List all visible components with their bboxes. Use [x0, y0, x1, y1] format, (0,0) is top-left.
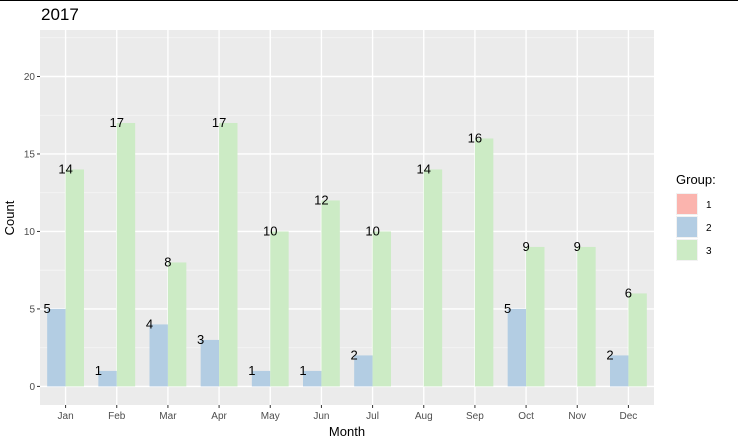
data-label: 1: [299, 363, 306, 378]
data-label: 9: [574, 239, 581, 254]
bar-group-2-dec: [609, 355, 629, 387]
chart-title: 2017: [41, 5, 79, 24]
y-tick-label: 10: [24, 227, 36, 238]
bar-group-2-apr: [200, 339, 220, 387]
bar-group-3-may: [270, 231, 289, 387]
data-label: 12: [314, 192, 328, 207]
data-label: 2: [351, 347, 358, 362]
bar-group-3-nov: [577, 246, 596, 387]
bar-group-3-dec: [628, 293, 647, 387]
x-tick-label: Dec: [620, 411, 638, 422]
top-border-line: [0, 0, 738, 1]
data-label: 1: [95, 363, 102, 378]
data-label: 17: [212, 115, 226, 130]
legend-label-3: 3: [706, 246, 712, 257]
legend-swatch-3: [677, 240, 697, 260]
x-tick-label: Mar: [159, 411, 177, 422]
x-axis-label: Month: [329, 424, 365, 439]
data-label: 10: [263, 223, 277, 238]
legend-label-2: 2: [706, 223, 712, 234]
y-axis-ticks: 0 5 10 15 20: [24, 72, 40, 393]
y-tick-label: 0: [29, 382, 35, 393]
data-label: 5: [44, 301, 51, 316]
data-label: 17: [110, 115, 124, 130]
data-label: 9: [522, 239, 529, 254]
bar-group-3-jul: [372, 231, 392, 387]
x-tick-label: Nov: [568, 411, 586, 422]
legend-swatch-2: [677, 217, 697, 237]
x-tick-label: Feb: [108, 411, 126, 422]
bar-group-3-mar: [167, 262, 187, 387]
data-label: 16: [468, 130, 482, 145]
bar-group-2-feb: [98, 370, 117, 387]
bar-group-2-jun: [302, 370, 322, 387]
x-tick-label: Apr: [211, 411, 227, 422]
y-axis-label: Count: [2, 200, 17, 235]
x-tick-label: May: [261, 411, 280, 422]
bar-group-3-oct: [526, 246, 545, 387]
bars: [47, 122, 647, 387]
bar-group-2-oct: [507, 308, 527, 387]
x-tick-label: Jan: [58, 411, 74, 422]
data-label: 6: [625, 285, 632, 300]
data-label: 1: [248, 363, 255, 378]
legend-title: Group:: [676, 172, 716, 187]
x-tick-label: Sep: [466, 411, 484, 422]
grid-minor: [40, 37, 654, 349]
data-label: 10: [365, 223, 379, 238]
bar-group-2-mar: [149, 324, 168, 387]
x-tick-label: Aug: [415, 411, 433, 422]
bar-group-3-apr: [219, 122, 238, 387]
bar-group-3-sep: [474, 138, 494, 387]
bar-group-2-jul: [354, 355, 373, 387]
data-label: 8: [164, 254, 171, 269]
x-tick-label: Jul: [366, 411, 379, 422]
data-label: 3: [197, 332, 204, 347]
bar-group-3-aug: [423, 169, 443, 387]
x-tick-label: Oct: [518, 411, 534, 422]
data-label: 4: [146, 316, 153, 331]
legend-label-1: 1: [706, 200, 712, 211]
data-label: 2: [606, 347, 613, 362]
bar-group-2-may: [251, 370, 271, 387]
plot-panel: [40, 30, 654, 405]
data-label: 14: [58, 161, 72, 176]
x-axis-ticks: Jan Feb Mar Apr May Jun Jul Aug Sep Oct Nov Dec: [58, 405, 638, 422]
legend-swatch-1: [677, 194, 697, 214]
bar-group-2-jan: [47, 308, 66, 387]
legend: Group: 1 2 3: [676, 172, 716, 261]
data-label: 5: [504, 301, 511, 316]
bar-group-3-feb: [116, 122, 136, 387]
y-tick-label: 15: [24, 149, 36, 160]
data-label: 14: [417, 161, 431, 176]
bar-group-3-jan: [65, 169, 85, 387]
y-tick-label: 20: [24, 72, 36, 83]
y-tick-label: 5: [29, 304, 35, 315]
x-tick-label: Jun: [313, 411, 329, 422]
bar-group-3-jun: [321, 200, 340, 387]
